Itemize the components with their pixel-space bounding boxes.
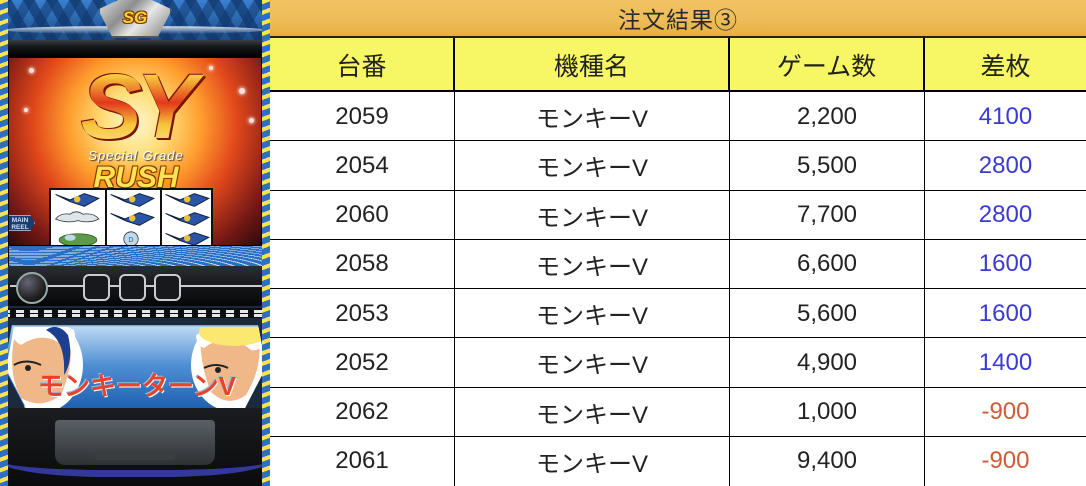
svg-text:D: D <box>128 235 133 244</box>
